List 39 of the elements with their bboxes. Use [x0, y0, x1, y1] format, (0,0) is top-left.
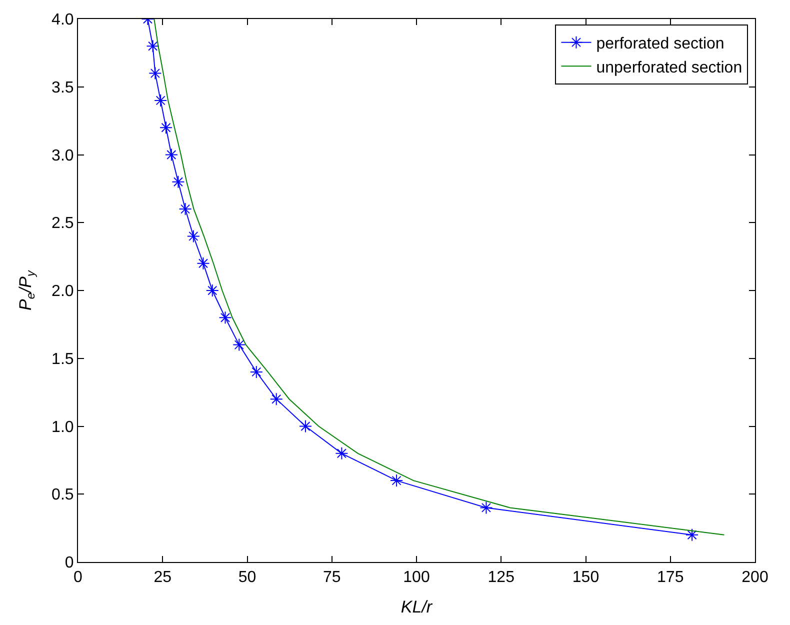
point — [232, 338, 246, 352]
y-tick-label: 1.5 — [52, 350, 74, 368]
point — [270, 392, 283, 406]
point — [164, 148, 178, 162]
y-tick-label: 0 — [64, 554, 74, 572]
point — [154, 94, 168, 107]
point — [160, 121, 173, 134]
point — [250, 365, 263, 378]
y-tick-label: 2.0 — [52, 283, 74, 300]
y-tick-label: 1.0 — [52, 418, 74, 436]
y-tick-label: 2.5 — [52, 215, 74, 232]
point — [178, 202, 192, 216]
x-tick-label: 75 — [322, 569, 341, 586]
point — [335, 446, 348, 460]
point — [218, 311, 232, 324]
point — [298, 420, 312, 433]
x-tick-label: 50 — [238, 569, 256, 586]
y-tick-label: 4.0 — [52, 12, 74, 29]
x-tick-label: 25 — [154, 569, 172, 586]
legend-label: unperforated section — [596, 59, 742, 76]
y-tick-label: 3.0 — [52, 147, 74, 164]
x-tick-label: 150 — [572, 569, 600, 586]
point — [146, 40, 160, 53]
point — [196, 256, 210, 270]
point — [186, 230, 200, 243]
x-tick-label: 125 — [488, 569, 515, 586]
point — [390, 474, 404, 488]
x-tick-label: 200 — [742, 569, 768, 586]
point — [686, 528, 699, 542]
y-tick-label: 3.5 — [52, 79, 74, 96]
y-tick-label: 0.5 — [52, 486, 74, 504]
x-tick-label: 175 — [657, 569, 684, 586]
x-tick-label: 100 — [403, 569, 430, 586]
point — [172, 175, 185, 188]
legend-label: perforated section — [596, 36, 724, 53]
x-axis-title: KL/r — [400, 598, 434, 617]
point — [480, 501, 493, 514]
point — [148, 66, 162, 80]
point — [206, 284, 219, 297]
